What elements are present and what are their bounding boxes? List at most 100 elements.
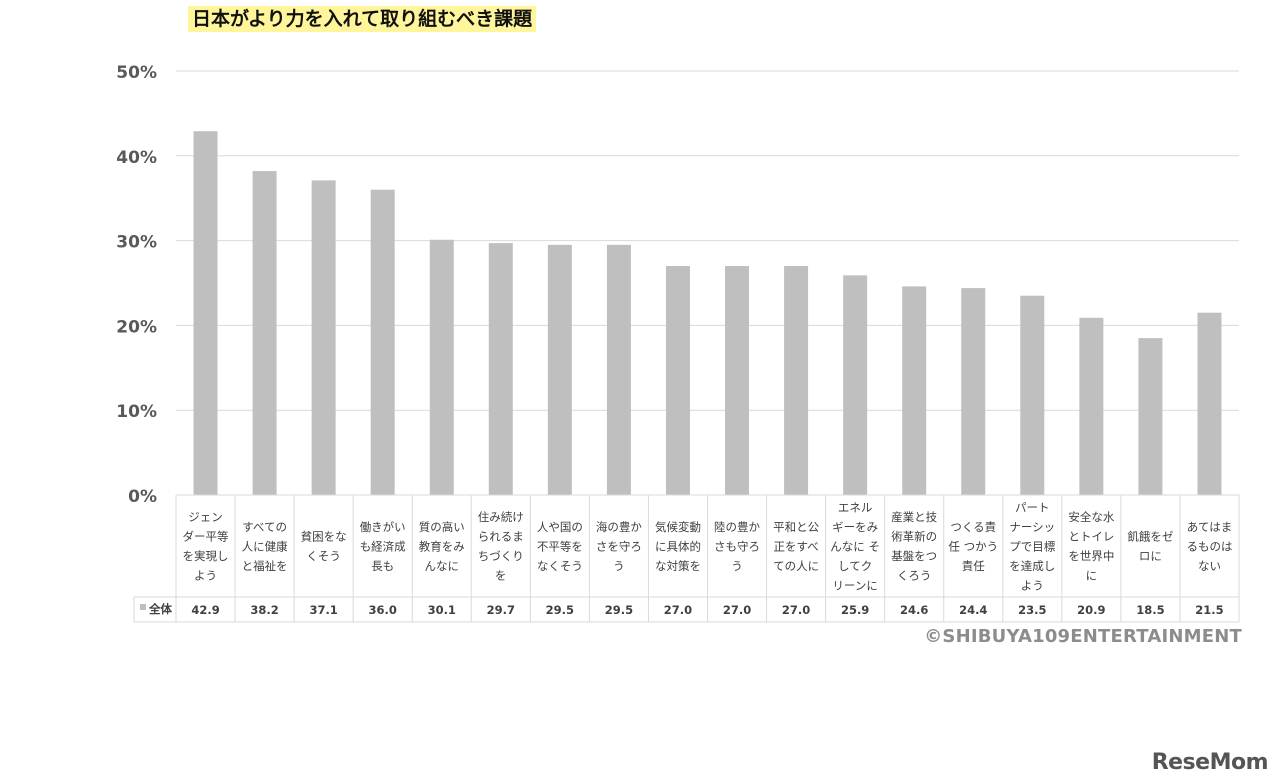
data-label: 36.0 <box>369 603 397 617</box>
category-label: に具体的 <box>655 539 701 553</box>
bar <box>429 239 454 495</box>
data-label: 25.9 <box>841 603 869 617</box>
category-label: くろう <box>897 569 932 583</box>
data-label: 27.0 <box>782 603 810 617</box>
category-label: を <box>495 569 507 583</box>
category-label: 教育をみ <box>419 539 465 553</box>
bar <box>1020 295 1045 495</box>
category-label: 基盤をつ <box>891 549 937 563</box>
category-label: 術革新の <box>891 530 937 544</box>
category-label: 働きがい <box>360 520 406 534</box>
bar <box>725 266 750 495</box>
bar <box>488 243 513 495</box>
data-label: 29.5 <box>605 603 633 617</box>
category-label: 陸の豊か <box>714 520 760 534</box>
category-label: ダー平等 <box>183 530 229 544</box>
data-label: 24.4 <box>959 603 987 617</box>
category-label: 質の高い <box>419 520 465 534</box>
category-label: つくる責 <box>950 520 996 534</box>
bar <box>370 189 395 495</box>
y-tick-label: 0% <box>128 487 157 507</box>
category-label: 不平等を <box>537 539 583 553</box>
category-label: んなに <box>425 559 460 573</box>
category-label: 人や国の <box>537 520 583 534</box>
category-label: よう <box>1021 578 1044 592</box>
category-label: さも守ろ <box>714 539 760 553</box>
category-label: と福祉を <box>242 559 288 573</box>
category-label: う <box>731 559 743 573</box>
category-label: 平和と公 <box>773 520 819 534</box>
brand-logo: ReseMom <box>1151 750 1269 775</box>
data-label: 27.0 <box>723 603 751 617</box>
bar <box>311 180 336 495</box>
category-label: あてはま <box>1187 520 1233 534</box>
data-label: 20.9 <box>1077 603 1105 617</box>
y-tick-label: 10% <box>116 402 157 422</box>
category-label: ナーシッ <box>1009 520 1055 534</box>
category-label: 任 つかう <box>948 539 998 553</box>
bar <box>606 244 631 495</box>
category-label: リーンに <box>832 578 877 592</box>
bar <box>252 171 277 495</box>
category-label: 気候変動 <box>655 520 701 534</box>
data-label: 42.9 <box>191 603 219 617</box>
category-label: 長も <box>371 559 394 573</box>
category-label: ての人に <box>773 559 819 573</box>
category-label: な対策を <box>655 559 701 573</box>
category-label: 産業と技 <box>891 510 937 524</box>
category-label: 海の豊か <box>596 520 642 534</box>
category-label: う <box>613 559 625 573</box>
y-tick-label: 30% <box>116 233 157 253</box>
data-label: 18.5 <box>1136 603 1164 617</box>
bar <box>1079 317 1104 495</box>
bar <box>665 266 690 495</box>
category-label: 正をすべ <box>773 539 818 553</box>
category-label: とトイレ <box>1068 530 1114 544</box>
data-label: 30.1 <box>428 603 456 617</box>
category-label: 住み続け <box>478 510 524 524</box>
bar <box>1197 312 1222 495</box>
bar <box>784 266 809 495</box>
category-label: くそう <box>306 549 341 563</box>
category-label: ギーをみ <box>832 520 878 534</box>
bar <box>547 244 572 495</box>
bar <box>193 131 218 495</box>
category-label: 貧困をな <box>301 530 347 544</box>
data-label: 23.5 <box>1018 603 1046 617</box>
data-label: 38.2 <box>250 603 278 617</box>
category-label: ちづくり <box>478 549 524 563</box>
category-label: よう <box>194 569 217 583</box>
legend-label: 全体 <box>148 602 172 616</box>
category-label: パート <box>1015 500 1050 514</box>
category-label: を達成し <box>1009 559 1055 573</box>
data-label: 21.5 <box>1195 603 1223 617</box>
category-label: ロに <box>1139 549 1162 563</box>
category-label: 人に健康 <box>242 539 288 553</box>
y-tick-label: 40% <box>116 148 157 168</box>
chart-title: 日本がより力を入れて取り組むべき課題 <box>188 6 537 32</box>
category-label: すべての <box>242 520 287 534</box>
category-label: に <box>1086 569 1098 583</box>
data-label: 29.7 <box>487 603 515 617</box>
data-label: 29.5 <box>546 603 574 617</box>
y-tick-label: 50% <box>116 63 157 83</box>
category-label: プで目標 <box>1009 539 1055 553</box>
category-label: ジェン <box>188 510 223 524</box>
bar <box>1138 338 1163 495</box>
category-label: を世界中 <box>1068 549 1114 563</box>
category-label: さを守ろ <box>596 539 642 553</box>
data-label: 27.0 <box>664 603 692 617</box>
category-label: エネル <box>838 500 873 514</box>
y-tick-label: 20% <box>116 317 157 337</box>
copyright-text: ©SHIBUYA109ENTERTAINMENT <box>924 626 1242 647</box>
legend-swatch <box>140 604 146 610</box>
category-label: んなに そ <box>830 539 880 553</box>
category-label: なくそう <box>537 559 583 573</box>
data-label: 24.6 <box>900 603 928 617</box>
category-label: 責任 <box>962 559 985 573</box>
category-label: 安全な水 <box>1068 510 1114 524</box>
category-label: を実現し <box>183 549 229 563</box>
category-label: ない <box>1198 559 1221 573</box>
bar <box>843 275 868 495</box>
